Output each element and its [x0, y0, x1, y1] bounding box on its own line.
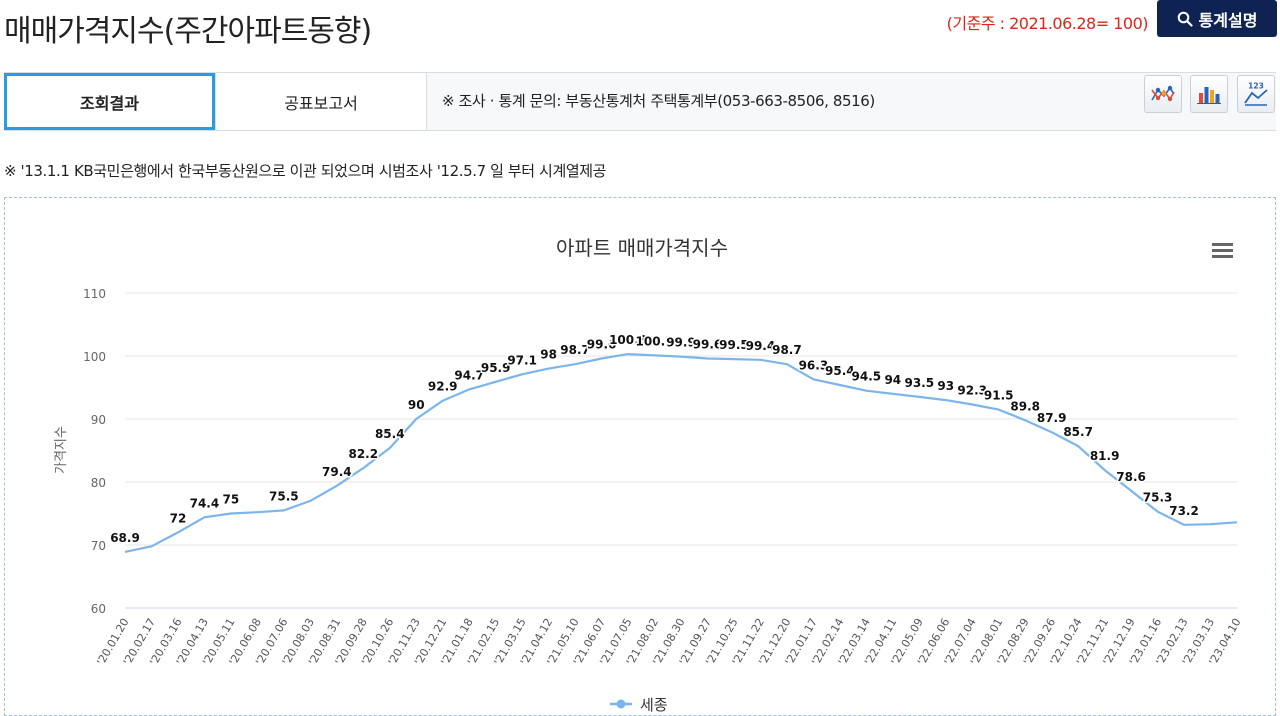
data-label: 74.4	[190, 496, 220, 510]
chart-panel: 아파트 매매가격지수 60 70 80 90 100 110 가격지수 '20.01.20'20…	[4, 197, 1276, 716]
tab-report[interactable]: 공표보고서	[215, 73, 427, 130]
bar-chart-icon	[1197, 87, 1221, 104]
data-label: 90	[408, 398, 425, 412]
base-week-note: (기준주 : 2021.06.28= 100)	[946, 14, 1149, 33]
data-label: 75.5	[269, 489, 299, 503]
data-label: 72	[170, 511, 187, 525]
data-label: 68.9	[110, 531, 140, 545]
data-label: 81.9	[1090, 449, 1120, 463]
data-label: 75.3	[1143, 491, 1173, 505]
bar-chart-button[interactable]	[1190, 75, 1228, 113]
series-line-sejong	[124, 353, 1238, 553]
data-label: 78.6	[1116, 470, 1146, 484]
data-label: 75	[223, 493, 240, 507]
data-label: 99.9	[666, 336, 696, 350]
scatter-chart-icon	[1151, 85, 1175, 102]
price-index-chart: 아파트 매매가격지수60708090100110가격지수'20.01.20'20…	[54, 236, 1244, 714]
data-label: 79.4	[322, 465, 352, 479]
hamburger-menu-icon[interactable]	[1212, 243, 1233, 258]
data-label: 91.5	[984, 389, 1014, 403]
tab-report-label: 공표보고서	[284, 93, 358, 113]
number-chart-button[interactable]: 123	[1237, 75, 1275, 113]
data-label: 89.8	[1010, 399, 1040, 413]
data-label: 87.9	[1037, 411, 1067, 425]
svg-text:123: 123	[1248, 82, 1264, 91]
number-chart-icon: 123	[1244, 82, 1268, 106]
y-axis-title: 가격지수	[54, 426, 69, 474]
data-label: 94.5	[852, 370, 882, 384]
data-label: 92.9	[428, 380, 458, 394]
tab-result-label: 조회결과	[80, 93, 139, 113]
y-tick-label: 80	[91, 476, 106, 490]
data-label: 93.5	[904, 376, 934, 390]
y-tick-label: 100	[83, 350, 106, 364]
data-label: 100.1	[636, 334, 674, 348]
y-tick-label: 70	[91, 539, 106, 553]
scatter-chart-button[interactable]	[1144, 75, 1182, 113]
y-tick-label: 110	[83, 287, 106, 301]
data-label: 73.2	[1169, 504, 1199, 518]
data-label: 92.3	[957, 384, 987, 398]
data-label: 95.4	[825, 364, 855, 378]
legend-item-sejong[interactable]: 세종	[610, 696, 668, 714]
stat-description-button[interactable]: 통계설명	[1157, 0, 1277, 37]
data-label: 98.7	[772, 343, 802, 357]
data-label: 99.6	[693, 338, 723, 352]
data-label: 99.6	[587, 338, 617, 352]
stat-description-label: 통계설명	[1198, 10, 1258, 30]
data-label: 100.3	[609, 333, 647, 347]
page-title: 매매가격지수(주간아파트동향)	[4, 14, 372, 49]
inquiry-text: ※ 조사 · 통계 문의: 부동산통계처 주택통계부(053-663-8506,…	[442, 92, 875, 110]
search-icon	[1177, 11, 1193, 27]
data-label: 96.3	[799, 358, 829, 372]
data-label: 93	[937, 379, 954, 393]
y-tick-label: 60	[91, 602, 106, 616]
data-label: 95.9	[481, 361, 511, 375]
data-label: 94	[884, 373, 901, 387]
data-label: 98.7	[560, 343, 590, 357]
data-label: 99.4	[746, 339, 776, 353]
chart-title: 아파트 매매가격지수	[556, 236, 728, 260]
data-label: 97.1	[507, 353, 537, 367]
data-label: 85.7	[1063, 425, 1093, 439]
data-label: 82.2	[348, 447, 378, 461]
data-label: 85.4	[375, 427, 405, 441]
tab-result[interactable]: 조회결과	[4, 73, 215, 130]
data-label: 98	[540, 348, 557, 362]
data-label: 99.5	[719, 338, 749, 352]
data-label: 94.7	[454, 368, 484, 382]
data-source-note: ※ '13.1.1 KB국민은행에서 한국부동산원으로 이관 되었으며 시범조사…	[4, 162, 607, 180]
tab-bar: 조회결과 공표보고서 ※ 조사 · 통계 문의: 부동산통계처 주택통계부(05…	[4, 72, 1276, 131]
legend-label: 세종	[640, 696, 668, 714]
y-tick-label: 90	[91, 413, 106, 427]
